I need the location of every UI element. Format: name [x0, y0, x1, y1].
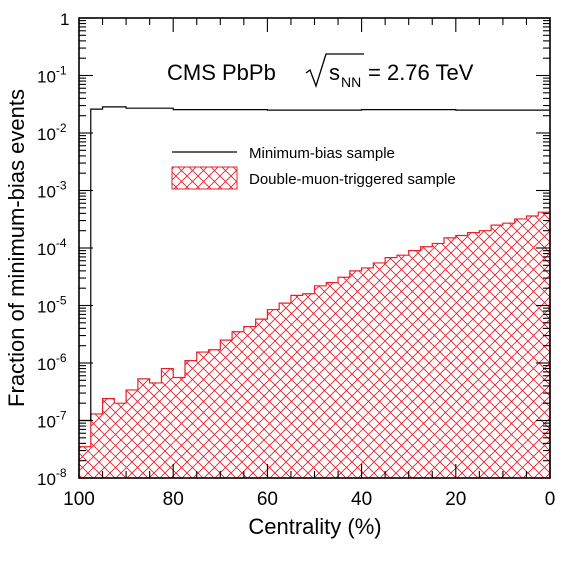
double-muon-bar: [255, 319, 268, 478]
double-muon-bar: [338, 277, 350, 478]
double-muon-bar: [196, 352, 209, 478]
double-muon-bar: [373, 262, 386, 478]
double-muon-bar: [326, 282, 339, 478]
double-muon-bar: [279, 303, 291, 478]
double-muon-bar: [396, 255, 409, 478]
double-muon-bar: [243, 326, 256, 478]
double-muon-bar: [479, 230, 492, 478]
double-muon-bar: [526, 216, 539, 478]
double-muon-bar: [314, 285, 327, 478]
double-muon-bar: [90, 413, 103, 478]
chart-title: CMS PbPb s NN = 2.76 TeV: [167, 53, 474, 90]
double-muon-bar: [173, 377, 185, 478]
double-muon-bar: [114, 403, 127, 478]
sqrt-sign: [305, 53, 364, 89]
double-muon-bar: [467, 232, 480, 478]
x-tick-label: 80: [163, 489, 184, 510]
y-tick-label: 10-8: [37, 466, 67, 489]
double-muon-bar: [290, 295, 303, 478]
y-tick-label: 10-3: [37, 179, 67, 202]
double-muon-bar: [432, 243, 445, 478]
y-tick-exponent: -7: [56, 409, 67, 423]
x-tick-label: 0: [545, 489, 556, 510]
y-tick-exponent: -1: [56, 64, 67, 78]
double-muon-bar: [302, 293, 315, 478]
y-tick-exponent: -5: [56, 294, 67, 308]
y-tick-exponent: -4: [56, 236, 67, 250]
double-muon-bars: [79, 212, 550, 479]
y-tick-exponent: -2: [56, 121, 67, 135]
double-muon-bar: [385, 257, 397, 478]
double-muon-bar: [267, 309, 280, 478]
double-muon-bar: [502, 223, 515, 478]
y-tick-label: 1: [60, 10, 69, 29]
legend-double-muon-label: Double-muon-triggered sample: [249, 171, 456, 188]
double-muon-bar: [408, 250, 421, 478]
double-muon-bar: [102, 398, 115, 478]
double-muon-bar: [420, 246, 433, 478]
y-tick-label: 10-7: [37, 409, 67, 432]
x-tick-labels: 100 80 60 40 20 0: [63, 489, 555, 510]
y-tick-label: 10-4: [37, 236, 67, 259]
minimum-bias-line: [79, 106, 550, 422]
y-tick-label: 10-1: [37, 64, 67, 87]
energy-s: s: [329, 60, 340, 85]
double-muon-bar: [161, 368, 174, 478]
x-axis-title: Centrality (%): [248, 514, 381, 539]
double-muon-bar: [137, 378, 150, 478]
double-muon-bar: [538, 212, 550, 479]
double-muon-bar: [184, 360, 197, 478]
double-muon-bar: [361, 267, 374, 478]
y-tick-label: 10-6: [37, 351, 67, 374]
energy-value: = 2.76 TeV: [368, 60, 474, 85]
double-muon-bar: [514, 218, 527, 479]
legend-double-muon-swatch: [171, 166, 238, 190]
axis-ticks: [78, 17, 551, 479]
y-tick-labels: 10-8 10-7 10-6 10-5 10-4 10-3 10-2 10-1 1: [37, 10, 69, 489]
y-tick-exponent: -6: [56, 351, 67, 365]
double-muon-bar: [79, 446, 91, 478]
double-muon-bar: [220, 340, 233, 478]
y-tick-label: 10-5: [37, 294, 67, 317]
legend-minimum-bias-label: Minimum-bias sample: [249, 145, 395, 162]
y-tick-exponent: -3: [56, 179, 67, 193]
y-tick-exponent: -8: [56, 466, 67, 480]
x-tick-label: 60: [257, 489, 278, 510]
double-muon-bar: [126, 389, 138, 478]
double-muon-bar: [455, 235, 468, 478]
double-muon-bar: [232, 331, 244, 478]
legend: Minimum-bias sample Double-muon-triggere…: [171, 145, 456, 190]
y-tick-label: 10-2: [37, 121, 67, 144]
y-axis-title: Fraction of minimum-bias events: [4, 89, 29, 407]
energy-subscript: NN: [341, 74, 361, 90]
double-muon-bar: [149, 382, 162, 478]
double-muon-bar: [208, 349, 221, 478]
x-tick-label: 40: [351, 489, 372, 510]
x-tick-label: 20: [445, 489, 466, 510]
title-text: CMS PbPb: [167, 60, 276, 85]
x-tick-label: 100: [63, 489, 95, 510]
double-muon-bar: [349, 270, 362, 478]
double-muon-bar: [444, 237, 456, 478]
double-muon-bar: [491, 225, 503, 478]
double-muon-outline: [78, 211, 551, 478]
